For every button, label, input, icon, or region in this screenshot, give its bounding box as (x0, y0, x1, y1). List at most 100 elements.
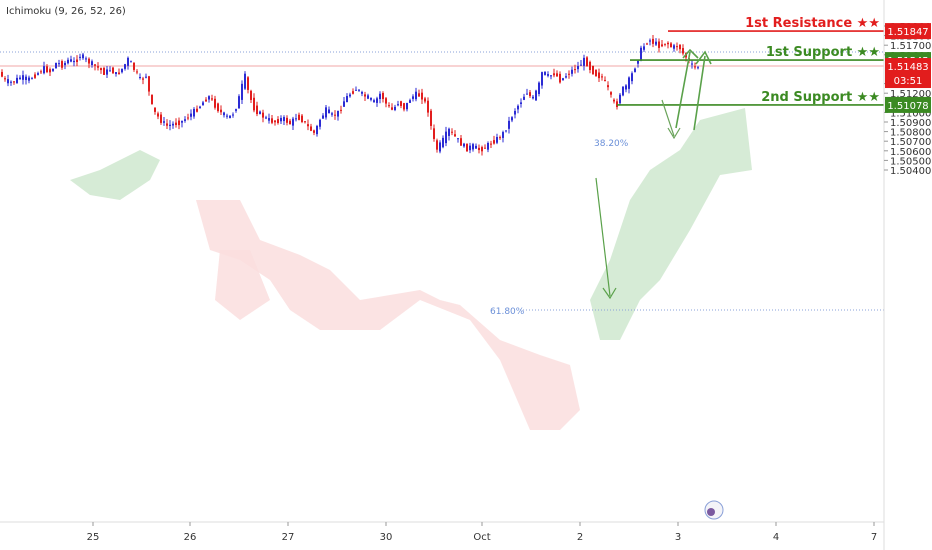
candle-body (256, 105, 258, 115)
candle-body (37, 73, 39, 75)
candle-body (424, 98, 426, 102)
candle-body (640, 47, 642, 61)
candle-body (232, 114, 234, 116)
candle-body (643, 46, 645, 50)
candle-body (190, 113, 192, 117)
candle-body (301, 115, 303, 122)
candle-body (418, 93, 420, 97)
candle-body (280, 117, 282, 122)
candle-body (151, 94, 153, 104)
candle-body (205, 99, 207, 102)
candle-body (196, 108, 198, 112)
candle-body (58, 63, 60, 65)
candle-body (427, 100, 429, 113)
candle-body (268, 118, 270, 121)
x-tick-label: 30 (380, 532, 393, 543)
candle-body (682, 48, 684, 54)
candle-body (448, 128, 450, 136)
candle-body (265, 117, 267, 119)
candle-body (544, 71, 546, 75)
candle-body (391, 107, 393, 110)
candle-body (13, 81, 15, 83)
x-tick-label: Oct (473, 532, 490, 543)
y-tick-label: 1.50600 (890, 147, 931, 158)
candle-body (64, 62, 66, 66)
candle-body (148, 76, 150, 92)
tradingview-logo[interactable] (704, 500, 724, 520)
candle-body (244, 73, 246, 89)
candle-body (508, 120, 510, 129)
price-axis[interactable]: 1.519001.518001.517001.516001.513001.512… (883, 0, 931, 550)
candle-body (610, 92, 612, 95)
candle-body (274, 120, 276, 123)
candle-body (676, 46, 678, 48)
candle-body (16, 77, 18, 84)
y-tick-label: 1.51700 (890, 41, 931, 52)
x-tick-label: 3 (675, 532, 681, 543)
candle-body (157, 113, 159, 117)
candle-body (40, 71, 42, 73)
candle-body (253, 97, 255, 111)
candle-body (193, 108, 195, 117)
level-name: 1st Support ★★ (766, 45, 880, 60)
candle-body (4, 78, 6, 80)
y-tick-label: 1.50700 (890, 137, 931, 148)
time-axis[interactable]: 25 26 27 30 Oct 2 3 4 7 (0, 521, 884, 543)
candle-body (565, 76, 567, 78)
candle-body (466, 143, 468, 152)
candle-body (142, 78, 144, 80)
up-arrow (693, 50, 712, 131)
candle-body (226, 115, 228, 117)
candle-body (73, 60, 75, 63)
candle-body (493, 140, 495, 144)
candle-body (406, 102, 408, 110)
candle-body (403, 103, 405, 110)
cloud-patch-1 (70, 150, 160, 200)
candle-body (439, 142, 441, 152)
candle-body (484, 147, 486, 149)
candle-body (127, 57, 129, 66)
candle-body (574, 69, 576, 71)
x-tick-label: 2 (577, 532, 583, 543)
candle-body (550, 75, 552, 77)
candle-body (490, 143, 492, 145)
candle-body (262, 112, 264, 118)
candle-body (181, 120, 183, 123)
candle-body (487, 142, 489, 150)
candle-body (133, 62, 135, 70)
indicator-label[interactable]: Ichimoku (9, 26, 52, 26) (6, 6, 126, 17)
candle-body (340, 109, 342, 111)
candle-body (139, 77, 141, 79)
candle-body (310, 126, 312, 131)
fib-label: 38.20% (594, 139, 629, 149)
candle-body (325, 107, 327, 118)
candle-body (136, 71, 138, 73)
candle-body (214, 98, 216, 108)
logo-dot-icon (707, 508, 715, 516)
down-arrow (595, 177, 617, 300)
candle-body (331, 113, 333, 115)
candle-body (592, 65, 594, 75)
candle-body (517, 105, 519, 110)
candle-body (346, 96, 348, 103)
candle-body (394, 106, 396, 111)
candle-body (553, 73, 555, 76)
candle-body (367, 95, 369, 99)
candle-body (505, 130, 507, 132)
candle-body (10, 81, 12, 83)
x-tick-label: 7 (871, 532, 877, 543)
candle-body (469, 145, 471, 151)
candle-body (628, 77, 630, 89)
y-tick-label: 1.50400 (890, 166, 931, 177)
candle-body (43, 66, 45, 74)
x-tick-label: 26 (184, 532, 197, 543)
candle-body (649, 40, 651, 42)
countdown-label: 03:51 (894, 76, 923, 87)
candle-body (502, 132, 504, 138)
candle-body (166, 123, 168, 126)
projection-arrows (595, 48, 712, 300)
candle-body (430, 110, 432, 126)
candle-body (577, 66, 579, 70)
candle-body (514, 110, 516, 115)
